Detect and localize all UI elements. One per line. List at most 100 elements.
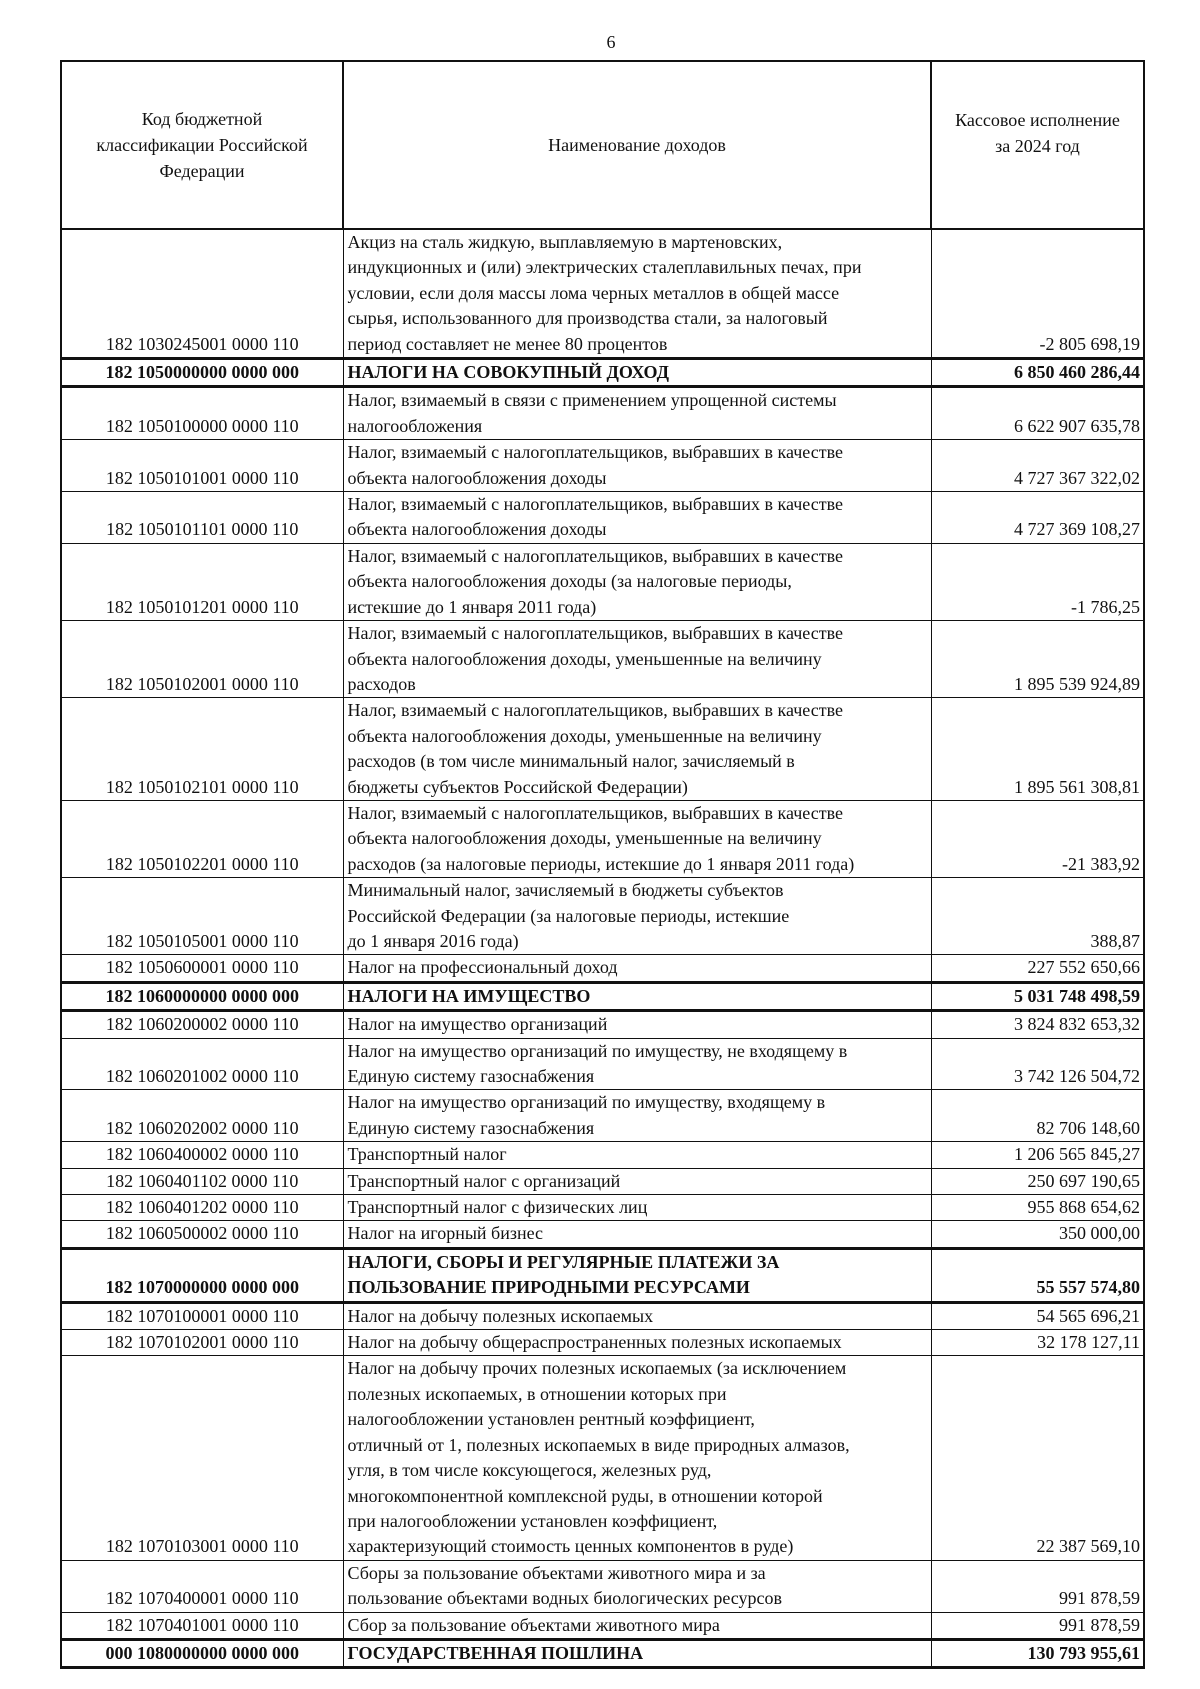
row-code: 000 1080000000 0000 000 — [60, 1637, 344, 1670]
table-row: 182 1050102001 0000 110 Налог, взимаемый … — [60, 620, 1145, 699]
row-name: Налог, взимаемый в связи с применением у… — [342, 386, 932, 441]
table-header-row: Код бюджетной классификации Российской Ф… — [60, 60, 1145, 230]
table-row: 182 1050105001 0000 110 Минимальный налог… — [60, 877, 1145, 956]
row-name: Налог на профессиональный доход — [342, 954, 932, 983]
row-code: 182 1070100001 0000 110 — [60, 1301, 344, 1331]
row-name: Налог, взимаемый с налогоплательщиков, в… — [342, 799, 932, 879]
row-value: 3 742 126 504,72 — [930, 1037, 1145, 1091]
row-code: 182 1050101201 0000 110 — [60, 542, 344, 622]
row-value: 991 878,59 — [930, 1611, 1145, 1640]
row-value: 54 565 696,21 — [930, 1301, 1145, 1331]
row-name: Налог на добычу общераспространенных пол… — [342, 1329, 932, 1357]
row-value: 1 895 539 924,89 — [930, 620, 1145, 699]
row-value: 955 868 654,62 — [930, 1194, 1145, 1222]
row-value: -2 805 698,19 — [930, 228, 1145, 360]
row-name: Налог на игорный бизнес — [342, 1220, 932, 1249]
row-name: Налог, взимаемый с налогоплательщиков, в… — [342, 542, 932, 622]
row-name: Сборы за пользование объектами животного… — [342, 1559, 932, 1613]
row-value: 55 557 574,80 — [930, 1246, 1145, 1304]
table-row: 182 1050101101 0000 110 Налог, взимаемый … — [60, 491, 1145, 544]
row-code: 182 1060200002 0000 110 — [60, 1010, 344, 1039]
row-value: 227 552 650,66 — [930, 954, 1145, 983]
row-value: -1 786,25 — [930, 542, 1145, 622]
table-row: 182 1070103001 0000 110 Налог на добычу п… — [60, 1355, 1145, 1561]
row-name: Налог, взимаемый с налогоплательщиков, в… — [342, 620, 932, 699]
row-name: ГОСУДАРСТВЕННАЯ ПОШЛИНА — [342, 1637, 932, 1670]
row-name: Налог на имущество организаций по имущес… — [342, 1089, 932, 1143]
row-value: 3 824 832 653,32 — [930, 1010, 1145, 1039]
row-code: 182 1070400001 0000 110 — [60, 1559, 344, 1613]
row-name: Налог, взимаемый с налогоплательщиков, в… — [342, 439, 932, 493]
row-name: Налог на имущество организаций по имущес… — [342, 1037, 932, 1091]
header-code: Код бюджетной классификации Российской Ф… — [60, 60, 344, 230]
table-row-section: 182 1070000000 0000 000 НАЛОГИ, СБОРЫ И Р… — [60, 1246, 1145, 1304]
row-value: 32 178 127,11 — [930, 1329, 1145, 1357]
table-row: 182 1060500002 0000 110 Налог на игорный … — [60, 1220, 1145, 1249]
table-row-section: 182 1060000000 0000 000 НАЛОГИ НА ИМУЩЕСТ… — [60, 980, 1145, 1013]
row-code: 182 1060401202 0000 110 — [60, 1194, 344, 1222]
row-code: 182 1060400002 0000 110 — [60, 1141, 344, 1169]
row-value: 388,87 — [930, 877, 1145, 956]
row-code: 182 1060401102 0000 110 — [60, 1167, 344, 1196]
row-code: 182 1060000000 0000 000 — [60, 980, 344, 1013]
row-code: 182 1050100000 0000 110 — [60, 386, 344, 441]
row-code: 182 1050000000 0000 000 — [60, 357, 344, 389]
table-row: 182 1060400002 0000 110 Транспортный нало… — [60, 1141, 1145, 1169]
row-code: 182 1050102101 0000 110 — [60, 697, 344, 801]
table-row: 182 1050102201 0000 110 Налог, взимаемый … — [60, 799, 1145, 879]
table-row: 182 1070100001 0000 110 Налог на добычу п… — [60, 1301, 1145, 1331]
table-row: 182 1060201002 0000 110 Налог на имуществ… — [60, 1037, 1145, 1091]
row-code: 182 1050600001 0000 110 — [60, 954, 344, 983]
table-row: 182 1060202002 0000 110 Налог на имуществ… — [60, 1089, 1145, 1143]
table-row: 182 1070400001 0000 110 Сборы за пользова… — [60, 1559, 1145, 1613]
page-number: 6 — [606, 32, 616, 52]
row-name: НАЛОГИ НА СОВОКУПНЫЙ ДОХОД — [342, 357, 932, 389]
row-value: 5 031 748 498,59 — [930, 980, 1145, 1013]
row-code: 182 1060500002 0000 110 — [60, 1220, 344, 1249]
table-row-section: 182 1050000000 0000 000 НАЛОГИ НА СОВОКУП… — [60, 357, 1145, 389]
row-value: 1 206 565 845,27 — [930, 1141, 1145, 1169]
row-value: 22 387 569,10 — [930, 1355, 1145, 1561]
row-value: 6 622 907 635,78 — [930, 386, 1145, 441]
revenue-table: Код бюджетной классификации Российской Ф… — [60, 60, 1145, 1670]
row-code: 182 1070103001 0000 110 — [60, 1355, 344, 1561]
table-row-section: 000 1080000000 0000 000 ГОСУДАРСТВЕННАЯ П… — [60, 1637, 1145, 1670]
header-value: Кассовое исполнение за 2024 год — [930, 60, 1145, 230]
row-name: Налог, взимаемый с налогоплательщиков, в… — [342, 491, 932, 544]
row-code: 182 1050102001 0000 110 — [60, 620, 344, 699]
row-name: Акциз на сталь жидкую, выплавляемую в ма… — [342, 228, 932, 360]
row-name: Транспортный налог с организаций — [342, 1167, 932, 1196]
row-code: 182 1050101101 0000 110 — [60, 491, 344, 544]
row-name: Налог на добычу прочих полезных ископаем… — [342, 1355, 932, 1561]
row-name: Минимальный налог, зачисляемый в бюджеты… — [342, 877, 932, 956]
row-code: 182 1030245001 0000 110 — [60, 228, 344, 360]
row-value: 1 895 561 308,81 — [930, 697, 1145, 801]
row-code: 182 1050101001 0000 110 — [60, 439, 344, 493]
row-name: Транспортный налог — [342, 1141, 932, 1169]
row-value: 130 793 955,61 — [930, 1637, 1145, 1670]
table-row: 182 1050101201 0000 110 Налог, взимаемый … — [60, 542, 1145, 622]
row-name: Налог на имущество организаций — [342, 1010, 932, 1039]
row-name: Транспортный налог с физических лиц — [342, 1194, 932, 1222]
table-row: 182 1050102101 0000 110 Налог, взимаемый … — [60, 697, 1145, 801]
row-value: 4 727 369 108,27 — [930, 491, 1145, 544]
row-code: 182 1070401001 0000 110 — [60, 1611, 344, 1640]
table-row: 182 1070401001 0000 110 Сбор за пользован… — [60, 1611, 1145, 1640]
row-code: 182 1050105001 0000 110 — [60, 877, 344, 956]
row-code: 182 1060201002 0000 110 — [60, 1037, 344, 1091]
table-row: 182 1060401202 0000 110 Транспортный нало… — [60, 1194, 1145, 1222]
table-row: 182 1070102001 0000 110 Налог на добычу о… — [60, 1329, 1145, 1357]
row-name: НАЛОГИ, СБОРЫ И РЕГУЛЯРНЫЕ ПЛАТЕЖИ ЗА ПО… — [342, 1246, 932, 1304]
header-name: Наименование доходов — [342, 60, 932, 230]
row-name: Налог, взимаемый с налогоплательщиков, в… — [342, 697, 932, 801]
row-value: 991 878,59 — [930, 1559, 1145, 1613]
row-name: Сбор за пользование объектами животного … — [342, 1611, 932, 1640]
row-value: 4 727 367 322,02 — [930, 439, 1145, 493]
row-value: 82 706 148,60 — [930, 1089, 1145, 1143]
row-name: Налог на добычу полезных ископаемых — [342, 1301, 932, 1331]
table-row: 182 1050100000 0000 110 Налог, взимаемый … — [60, 386, 1145, 441]
table-row: 182 1060200002 0000 110 Налог на имуществ… — [60, 1010, 1145, 1039]
row-value: 250 697 190,65 — [930, 1167, 1145, 1196]
row-code: 182 1060202002 0000 110 — [60, 1089, 344, 1143]
row-code: 182 1070102001 0000 110 — [60, 1329, 344, 1357]
